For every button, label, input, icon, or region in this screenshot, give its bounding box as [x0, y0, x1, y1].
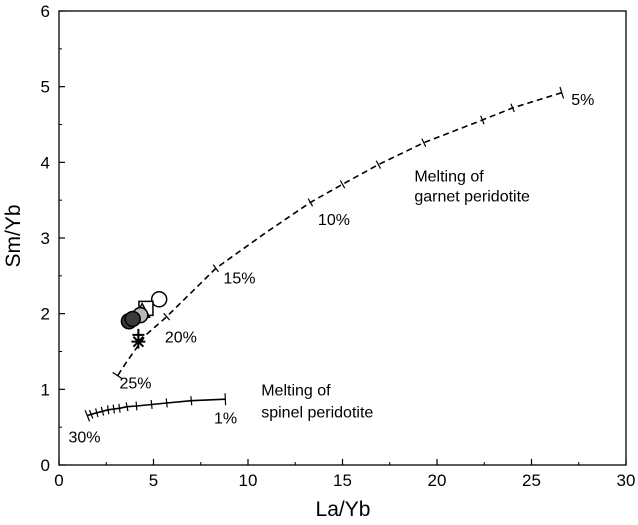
y-axis-label: Sm/Yb: [2, 204, 25, 267]
curve-annotation: spinel peridotite: [261, 404, 373, 421]
spinel-curve-tick: [95, 408, 99, 418]
curves: [84, 86, 565, 422]
spinel-curve-end-tick: [84, 410, 91, 422]
x-tick-label: 5: [149, 471, 158, 490]
garnet-curve-tick: [375, 160, 382, 169]
spinel-curve-end-tick: [224, 393, 227, 406]
curve-annotation: garnet peridotite: [414, 189, 530, 206]
curve-annotation: 10%: [318, 212, 350, 229]
x-tick-label: 30: [617, 471, 636, 490]
curve-annotation: 1%: [214, 410, 237, 427]
x-tick-label: 25: [522, 471, 541, 490]
x-axis-label: La/Yb: [316, 498, 371, 521]
garnet-curve-tick: [421, 138, 427, 147]
garnet-curve-tick: [510, 103, 515, 113]
spinel-curve-tick: [165, 398, 168, 408]
data-points: [120, 291, 168, 349]
garnet-curve-tick: [212, 264, 219, 273]
spinel-curve-tick: [150, 399, 153, 410]
spinel-curve-tick: [190, 396, 193, 406]
spinel-curve-tick: [88, 409, 94, 419]
plot-frame: [58, 10, 627, 466]
y-tick-label: 0: [41, 456, 50, 475]
asterisk-point: [131, 334, 146, 349]
garnet-curve-tick: [480, 115, 485, 125]
y-tick-label: 2: [41, 305, 50, 324]
spinel-curve-tick: [118, 403, 121, 413]
garnet-curve-tick: [339, 180, 346, 189]
y-tick-label: 4: [41, 153, 50, 172]
curve-annotation: Melting of: [414, 168, 484, 185]
x-tick-label: 10: [239, 471, 258, 490]
spinel-curve-tick: [112, 404, 115, 414]
spinel-curve-tick: [106, 405, 110, 415]
curve-annotation: 5%: [571, 92, 594, 109]
curve-annotation: 25%: [119, 376, 151, 393]
y-tick-label: 3: [41, 229, 50, 248]
spinel-curve-tick: [100, 406, 105, 416]
curve-annotation: 30%: [68, 429, 100, 446]
garnet-curve-end-tick: [559, 86, 565, 99]
curve-annotation: 15%: [223, 270, 255, 287]
garnet-curve-end-tick: [112, 371, 123, 380]
annotations: 5% 10% 15% 20% 25% 1% 30% Melting of garnet peri…: [68, 92, 594, 446]
x-tick-label: 20: [428, 471, 447, 490]
garnet-curve-tick: [307, 198, 314, 207]
y-tick-label: 1: [41, 380, 50, 399]
x-tick-label: 15: [333, 471, 352, 490]
garnet-curve-tick: [163, 312, 171, 321]
curve-annotation: 20%: [165, 329, 197, 346]
axes: 0 5 10 15 20 25 30 0 1 2 3 4 5 6: [41, 2, 636, 490]
spinel-curve-tick: [125, 402, 129, 412]
curve-annotation: Melting of: [261, 382, 331, 399]
circle-point: [150, 291, 168, 308]
y-tick-label: 6: [41, 2, 50, 21]
circle-point: [124, 310, 141, 328]
x-tick-label: 0: [54, 471, 63, 490]
y-tick-label: 5: [41, 78, 50, 97]
spinel-curve-tick: [135, 401, 138, 411]
